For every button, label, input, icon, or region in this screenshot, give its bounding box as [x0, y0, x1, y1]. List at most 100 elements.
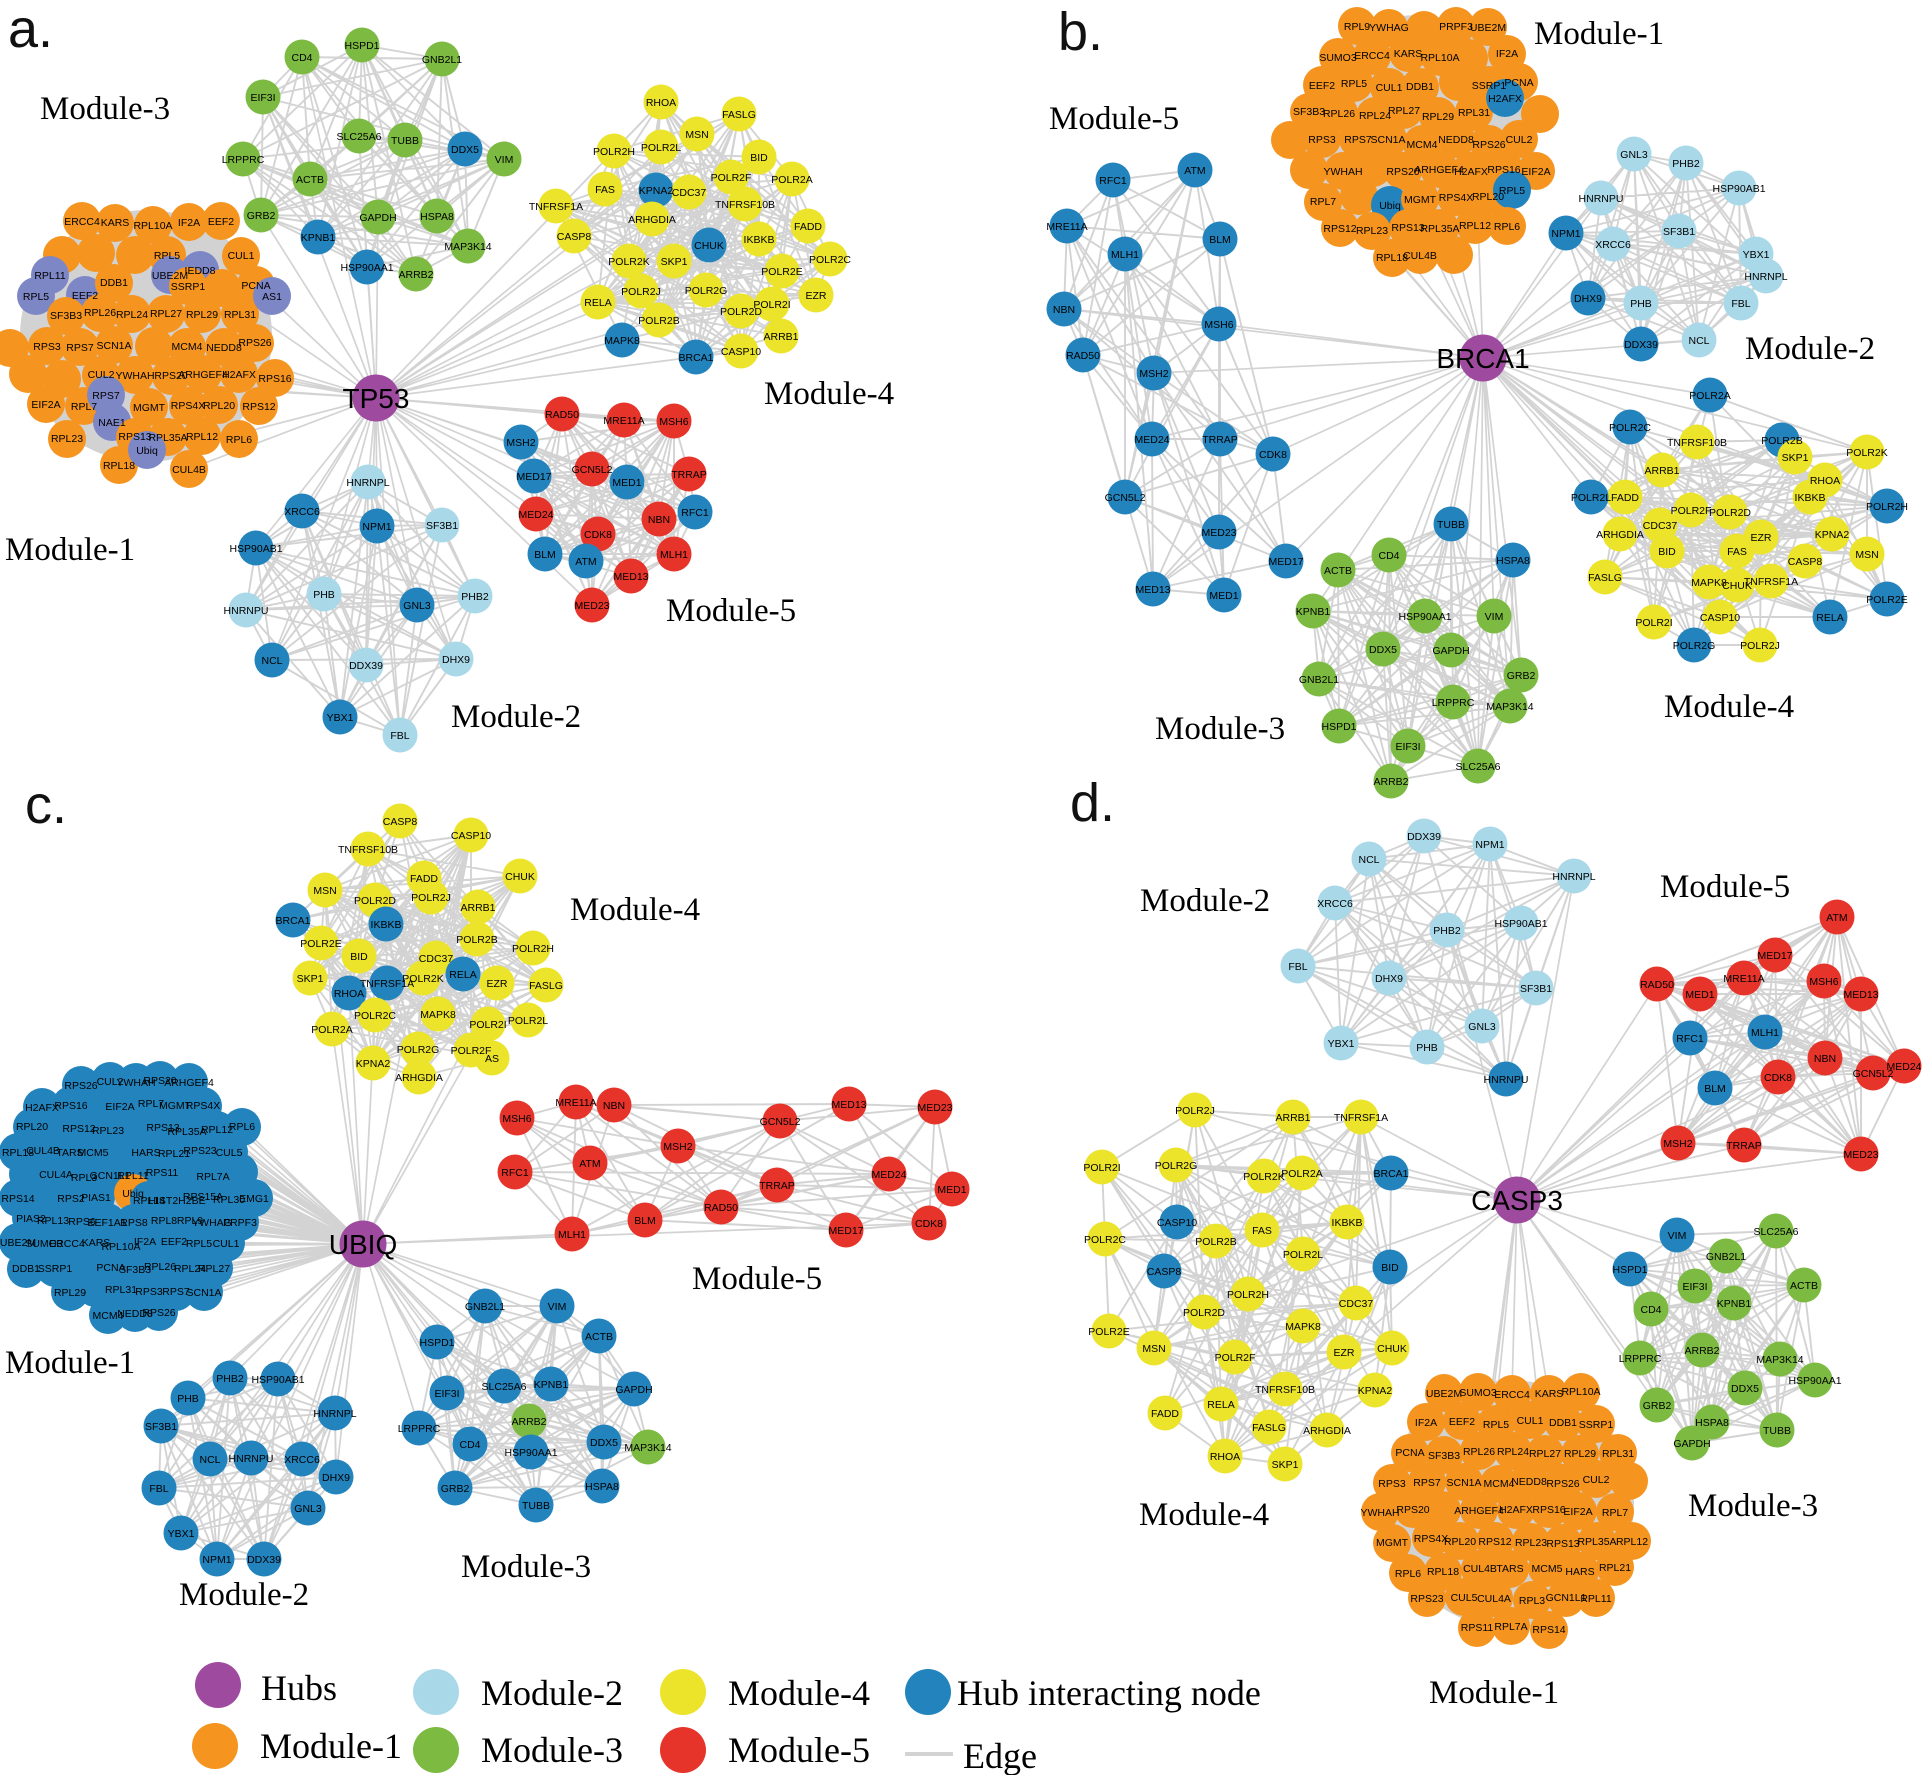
- svg-text:SSRP1: SSRP1: [1579, 1419, 1614, 1431]
- svg-text:KPNB1: KPNB1: [534, 1379, 569, 1391]
- svg-text:EEF2: EEF2: [1449, 1416, 1475, 1428]
- svg-text:LRPPRC: LRPPRC: [222, 154, 265, 166]
- svg-text:ARRB1: ARRB1: [1275, 1112, 1310, 1124]
- svg-text:PHB2: PHB2: [1433, 925, 1461, 937]
- svg-text:POLR2E: POLR2E: [1088, 1326, 1129, 1338]
- svg-text:POLR2H: POLR2H: [1227, 1289, 1269, 1301]
- svg-text:RPL23: RPL23: [1356, 225, 1388, 237]
- svg-text:FAS: FAS: [1252, 1225, 1272, 1237]
- svg-text:MSH6: MSH6: [502, 1113, 531, 1125]
- svg-text:ATM: ATM: [1184, 165, 1205, 177]
- svg-text:LRPPRC: LRPPRC: [1619, 1353, 1662, 1365]
- svg-text:RPL26: RPL26: [144, 1261, 176, 1273]
- svg-text:RPL21: RPL21: [158, 1148, 190, 1160]
- svg-text:SLC25A6: SLC25A6: [482, 1381, 527, 1393]
- svg-text:RPL20: RPL20: [16, 1121, 48, 1133]
- svg-text:DDB1: DDB1: [100, 277, 128, 289]
- svg-text:XRCC6: XRCC6: [1595, 239, 1631, 251]
- svg-text:FASLG: FASLG: [722, 109, 756, 121]
- svg-text:CUL2: CUL2: [1583, 1474, 1610, 1486]
- svg-text:IF2A: IF2A: [1496, 48, 1518, 60]
- svg-text:RPS11: RPS11: [1461, 1622, 1494, 1634]
- svg-text:POLR2I: POLR2I: [469, 1019, 506, 1031]
- svg-text:Module-1: Module-1: [1429, 1675, 1559, 1711]
- svg-text:CASP8: CASP8: [1788, 556, 1823, 568]
- svg-text:BLM: BLM: [1704, 1083, 1726, 1095]
- svg-text:MED13: MED13: [1135, 584, 1170, 596]
- svg-text:RPL6: RPL6: [229, 1121, 255, 1133]
- svg-text:TNFRSF10B: TNFRSF10B: [1255, 1384, 1315, 1396]
- svg-text:POLR2I: POLR2I: [753, 299, 790, 311]
- svg-text:MRE11A: MRE11A: [1046, 221, 1087, 233]
- svg-text:CUL1: CUL1: [228, 250, 255, 262]
- svg-text:RPS16: RPS16: [54, 1100, 87, 1112]
- svg-text:RFC1: RFC1: [681, 507, 709, 519]
- svg-text:EEF2: EEF2: [208, 216, 234, 228]
- svg-text:RPL11: RPL11: [117, 1170, 148, 1182]
- svg-text:RPL18: RPL18: [1376, 252, 1408, 264]
- svg-text:POLR2J: POLR2J: [411, 892, 451, 904]
- svg-text:SF3B1: SF3B1: [426, 520, 458, 532]
- svg-text:XRCC6: XRCC6: [284, 1454, 320, 1466]
- svg-text:ARHGDIA: ARHGDIA: [1596, 529, 1644, 541]
- svg-text:POLR2C: POLR2C: [1084, 1234, 1126, 1246]
- svg-text:XRCC6: XRCC6: [284, 506, 320, 518]
- svg-text:Module-3: Module-3: [40, 91, 170, 127]
- svg-text:Hub interacting node: Hub interacting node: [957, 1673, 1261, 1713]
- svg-text:RPS2: RPS2: [57, 1193, 85, 1205]
- svg-text:EIF2A: EIF2A: [105, 1101, 134, 1113]
- svg-text:YBX1: YBX1: [1743, 249, 1770, 261]
- svg-text:GAPDH: GAPDH: [359, 212, 396, 224]
- svg-text:POLR2I: POLR2I: [1635, 617, 1672, 629]
- svg-text:TNFRSF1A: TNFRSF1A: [360, 978, 414, 990]
- svg-text:SSRP1: SSRP1: [171, 281, 206, 293]
- svg-text:SSRP1: SSRP1: [38, 1263, 73, 1275]
- svg-text:KARS: KARS: [82, 1237, 111, 1249]
- svg-text:a.: a.: [8, 0, 53, 59]
- svg-text:MLH1: MLH1: [558, 1229, 586, 1241]
- svg-text:GCN5L2: GCN5L2: [572, 464, 613, 476]
- svg-text:c.: c.: [25, 775, 67, 835]
- svg-text:MGMT: MGMT: [159, 1100, 192, 1112]
- svg-text:SSRP1: SSRP1: [1472, 80, 1507, 92]
- svg-text:RPS3: RPS3: [1308, 134, 1336, 146]
- svg-text:EEF2: EEF2: [161, 1236, 187, 1248]
- svg-text:RPL29: RPL29: [1422, 111, 1454, 123]
- svg-text:RPL24: RPL24: [116, 309, 148, 321]
- svg-text:MCM5: MCM5: [78, 1147, 109, 1159]
- svg-text:KPNB1: KPNB1: [1296, 606, 1331, 618]
- svg-text:AS: AS: [485, 1053, 499, 1065]
- svg-text:MSN: MSN: [1855, 549, 1878, 561]
- svg-text:IF2A: IF2A: [134, 1236, 156, 1248]
- svg-text:MSH6: MSH6: [1809, 976, 1838, 988]
- svg-text:HSPD1: HSPD1: [344, 40, 379, 52]
- svg-text:POLR2D: POLR2D: [720, 306, 762, 318]
- svg-text:ARRB2: ARRB2: [398, 269, 433, 281]
- svg-text:TUBB: TUBB: [391, 135, 419, 147]
- svg-text:SKP1: SKP1: [661, 256, 688, 268]
- svg-text:UBE2M: UBE2M: [0, 1237, 36, 1249]
- svg-text:POLR2G: POLR2G: [397, 1044, 440, 1056]
- svg-text:POLR2B: POLR2B: [456, 934, 497, 946]
- svg-text:RPL6: RPL6: [1395, 1568, 1421, 1580]
- svg-text:TNFRSF1A: TNFRSF1A: [1334, 1112, 1388, 1124]
- svg-text:IF2A: IF2A: [178, 217, 200, 229]
- svg-text:MED1: MED1: [612, 477, 641, 489]
- svg-text:TUBB: TUBB: [522, 1500, 550, 1512]
- svg-text:MGMT: MGMT: [1376, 1537, 1409, 1549]
- svg-text:SCN1A: SCN1A: [186, 1287, 221, 1299]
- svg-text:IF2A: IF2A: [1415, 1417, 1437, 1429]
- svg-text:HSP90AB1: HSP90AB1: [1712, 183, 1765, 195]
- svg-text:PCNA: PCNA: [1504, 77, 1533, 89]
- svg-text:RPS4X: RPS4X: [171, 400, 205, 412]
- svg-text:NPM1: NPM1: [362, 521, 391, 533]
- svg-text:FASLG: FASLG: [1252, 1422, 1286, 1434]
- svg-text:CD4: CD4: [1640, 1304, 1661, 1316]
- svg-text:RPS3: RPS3: [1378, 1478, 1406, 1490]
- svg-text:RPL7: RPL7: [71, 401, 97, 413]
- svg-text:Module-2: Module-2: [451, 699, 581, 735]
- svg-text:CUL4B: CUL4B: [1403, 250, 1437, 262]
- svg-text:MAP3K14: MAP3K14: [1756, 1354, 1803, 1366]
- svg-text:Module-1: Module-1: [5, 532, 135, 568]
- svg-text:GAPDH: GAPDH: [1432, 645, 1469, 657]
